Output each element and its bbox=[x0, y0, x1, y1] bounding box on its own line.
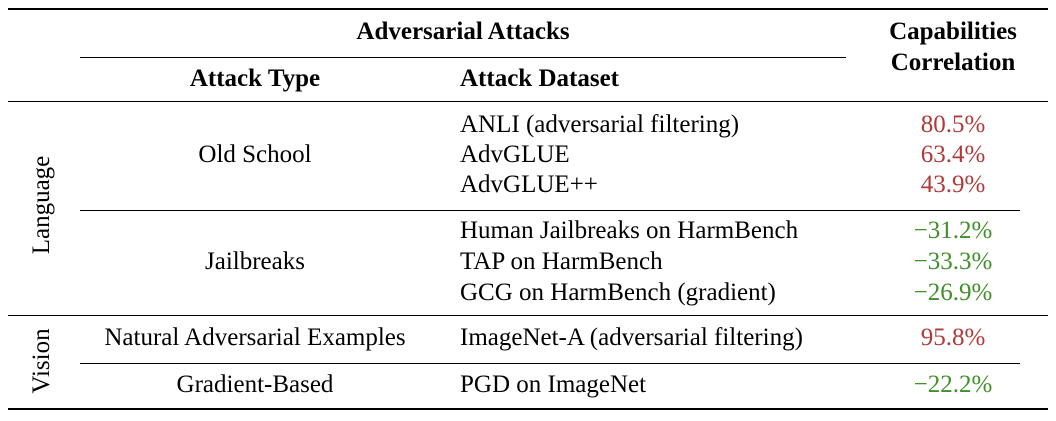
dataset-pgd: PGD on ImageNet bbox=[460, 371, 647, 398]
vision-mid-rule bbox=[80, 363, 1020, 364]
header-mid-rule bbox=[80, 57, 846, 58]
top-rule bbox=[8, 8, 1048, 10]
dataset-advglue: AdvGLUE bbox=[460, 141, 570, 168]
corr-gcg: −26.9% bbox=[913, 279, 993, 306]
dataset-advglue-plus: AdvGLUE++ bbox=[460, 171, 598, 198]
corr-imagenet-a: 95.8% bbox=[920, 324, 986, 351]
header-group-title: Adversarial Attacks bbox=[356, 18, 570, 45]
attack-type-jailbreaks: Jailbreaks bbox=[205, 248, 305, 275]
header-corr-line2: Correlation bbox=[890, 49, 1016, 76]
dataset-gcg: GCG on HarmBench (gradient) bbox=[460, 279, 776, 306]
corr-advglue-plus: 43.9% bbox=[920, 171, 986, 198]
dataset-human-jailbreaks: Human Jailbreaks on HarmBench bbox=[460, 217, 799, 244]
corr-human-jailbreaks: −31.2% bbox=[913, 217, 993, 244]
corr-tap: −33.3% bbox=[913, 248, 993, 275]
header-attack-type: Attack Type bbox=[189, 65, 321, 92]
header-bottom-rule bbox=[8, 101, 1048, 102]
section-label-vision: Vision bbox=[28, 328, 55, 394]
dataset-anli: ANLI (adversarial filtering) bbox=[460, 111, 740, 138]
attack-type-natural-adversarial: Natural Adversarial Examples bbox=[104, 324, 406, 351]
language-mid-rule bbox=[80, 210, 1020, 211]
corr-anli: 80.5% bbox=[920, 111, 986, 138]
section-divider-rule bbox=[8, 315, 1048, 316]
attack-type-old-school: Old School bbox=[198, 141, 312, 168]
bottom-rule bbox=[8, 408, 1048, 410]
dataset-tap: TAP on HarmBench bbox=[460, 248, 663, 275]
dataset-imagenet-a: ImageNet-A (adversarial filtering) bbox=[460, 324, 803, 351]
corr-pgd: −22.2% bbox=[913, 371, 993, 398]
section-label-language: Language bbox=[28, 155, 55, 255]
header-attack-dataset: Attack Dataset bbox=[460, 65, 619, 92]
header-corr-line1: Capabilities bbox=[889, 18, 1017, 45]
attack-type-gradient-based: Gradient-Based bbox=[176, 371, 334, 398]
corr-advglue: 63.4% bbox=[920, 141, 986, 168]
